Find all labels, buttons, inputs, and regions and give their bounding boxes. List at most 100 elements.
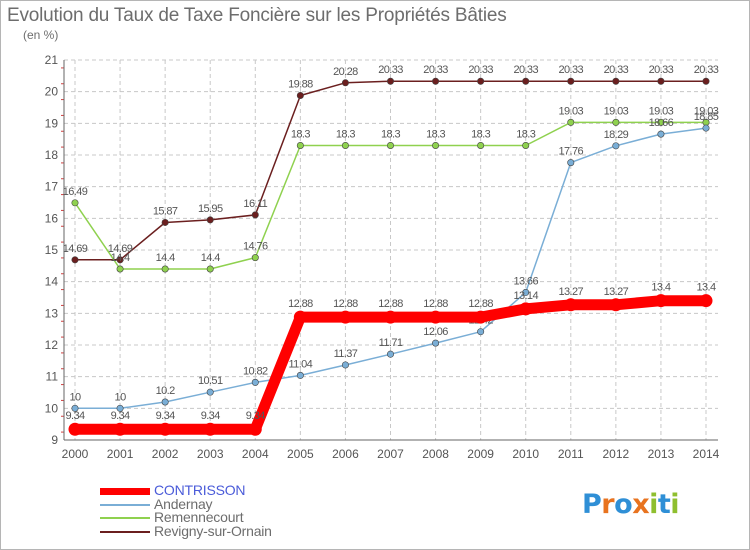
data-label: 18.3: [336, 129, 355, 141]
x-tick-label: 2002: [152, 447, 179, 461]
data-label: 18.3: [426, 129, 445, 141]
x-tick-label: 2004: [242, 447, 269, 461]
data-point: [116, 265, 124, 273]
data-point: [612, 77, 620, 85]
y-tick-label: 13: [45, 306, 59, 320]
data-point: [341, 142, 349, 150]
data-point: [161, 398, 169, 406]
data-point: [522, 142, 530, 150]
y-tick-label: 20: [45, 85, 59, 99]
data-point: [474, 310, 488, 324]
data-label: 20.33: [559, 64, 584, 76]
data-label: 13.4: [651, 282, 670, 294]
data-label: 17.76: [559, 146, 584, 158]
data-point: [702, 124, 710, 132]
data-point: [429, 310, 443, 324]
data-label: 9.34: [65, 410, 84, 422]
x-tick-label: 2006: [332, 447, 359, 461]
data-label: 20.33: [649, 64, 674, 76]
data-label: 18.85: [694, 111, 719, 123]
data-label: 10.51: [198, 375, 223, 387]
data-point: [161, 218, 169, 226]
legend-label: Revigny-sur-Ornain: [154, 522, 272, 539]
y-tick-label: 10: [45, 401, 59, 415]
data-point: [206, 216, 214, 224]
series-remennecourt: 16.49 14.4 14.4 14.4 14.76 18.3 18.3 18.3 18.3 18…: [63, 105, 719, 273]
data-label: 11.37: [334, 348, 358, 360]
data-point: [477, 142, 485, 150]
y-tick-label: 16: [45, 211, 59, 225]
y-tick-label: 21: [45, 53, 59, 67]
proxiti-logo: Proxiti: [582, 489, 680, 520]
series-andernay: 10 10 10.2 10.51 10.82 11.04 11.37 11.71 12.06 12…: [69, 111, 719, 412]
data-label: 12.88: [333, 298, 358, 310]
data-label: 20.33: [694, 64, 719, 76]
legend-label: Remennecourt: [154, 509, 244, 525]
data-label: 9.34: [156, 410, 175, 422]
data-label: 18.3: [291, 129, 310, 141]
data-label: 19.88: [288, 78, 313, 90]
y-tick-label: 12: [45, 338, 59, 352]
data-label: 20.33: [604, 64, 629, 76]
data-point: [699, 294, 713, 308]
data-point: [657, 130, 665, 138]
data-point: [386, 77, 394, 85]
data-label: 13.4: [696, 282, 715, 294]
data-label: 19.03: [694, 105, 719, 117]
x-tick-label: 2001: [107, 447, 134, 461]
y-tick-label: 15: [45, 243, 59, 257]
data-point: [203, 422, 217, 436]
data-point: [296, 91, 304, 99]
data-point: [68, 422, 82, 436]
data-point: [432, 77, 440, 85]
data-point: [296, 371, 304, 379]
x-tick-label: 2011: [558, 447, 584, 461]
data-label: 9.34: [246, 410, 265, 422]
data-point: [567, 77, 575, 85]
data-point: [161, 265, 169, 273]
data-label: 14.4: [201, 252, 220, 264]
x-tick-label: 2007: [377, 447, 404, 461]
series-line: [75, 127, 707, 410]
data-point: [248, 422, 262, 436]
data-label: 12.88: [468, 298, 493, 310]
data-point: [71, 404, 79, 412]
data-label: 11.04: [288, 358, 312, 370]
legend-swatch: [100, 487, 150, 495]
data-label: 9.34: [201, 410, 220, 422]
data-label: 19.03: [559, 105, 584, 117]
x-tick-label: 2008: [422, 447, 449, 461]
data-point: [567, 159, 575, 167]
data-label: 12.88: [423, 298, 448, 310]
data-label: 18.66: [649, 117, 674, 129]
data-label: 10.2: [156, 385, 175, 397]
data-point: [116, 256, 124, 264]
data-point: [612, 118, 620, 126]
data-label: 10: [115, 391, 127, 403]
y-tick-label: 14: [45, 275, 59, 289]
data-label: 11.71: [379, 337, 403, 349]
data-label: 19.03: [604, 105, 629, 117]
data-label: 10.82: [243, 365, 268, 377]
data-point: [386, 142, 394, 150]
data-point: [522, 288, 530, 296]
data-label: 19.03: [649, 105, 674, 117]
legend-swatch: [100, 517, 150, 519]
x-tick-label: 2000: [62, 447, 89, 461]
data-label: 14.69: [108, 243, 133, 255]
data-point: [341, 361, 349, 369]
data-point: [657, 77, 665, 85]
data-label: 18.3: [471, 129, 490, 141]
legend-label: CONTRISSON: [154, 482, 246, 498]
y-tick-label: 18: [45, 148, 59, 162]
legend-swatch: [100, 530, 150, 533]
data-point: [654, 294, 668, 308]
data-label: 16.49: [63, 186, 88, 198]
data-label: 9.34: [111, 410, 130, 422]
data-point: [251, 211, 259, 219]
data-point: [567, 118, 575, 126]
data-point: [657, 118, 665, 126]
data-point: [477, 77, 485, 85]
data-point: [432, 142, 440, 150]
